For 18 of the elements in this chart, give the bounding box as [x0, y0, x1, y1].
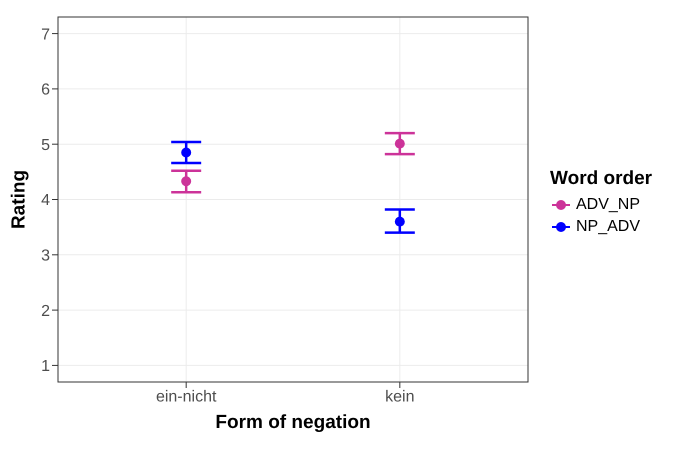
point — [394, 216, 405, 227]
x-axis-title: Form of negation — [215, 412, 371, 433]
point — [181, 176, 192, 186]
y-tick-label: 7 — [41, 26, 50, 44]
point — [394, 138, 405, 149]
y-tick-label: 5 — [41, 136, 50, 154]
x-tick-label: ein-nicht — [156, 388, 217, 406]
point — [181, 147, 192, 158]
y-axis-title: Rating — [8, 170, 30, 230]
y-tick-label: 2 — [41, 302, 50, 320]
y-tick-label: 3 — [41, 247, 50, 264]
y-tick-label: 4 — [41, 192, 50, 210]
y-tick-label: 6 — [41, 82, 50, 99]
legend-title: Word order — [550, 168, 652, 190]
legend-label: NP_ADV — [576, 218, 640, 236]
x-tick-label: kein — [385, 388, 414, 406]
y-tick-label: 1 — [41, 358, 50, 376]
legend-label: ADV_NP — [576, 196, 640, 214]
